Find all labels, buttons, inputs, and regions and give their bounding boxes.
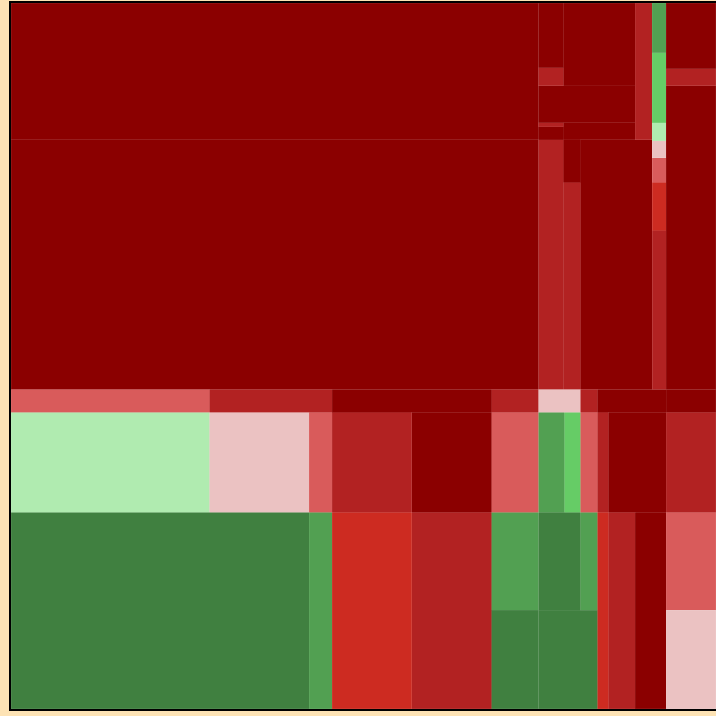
treemap-cell-29 xyxy=(411,412,492,513)
treemap-cell-25 xyxy=(209,412,310,513)
treemap-cell-39 xyxy=(608,412,667,513)
treemap-cell-3 xyxy=(538,85,636,124)
treemap-cell-4 xyxy=(538,122,564,128)
treemap-cell-40 xyxy=(665,389,716,413)
treemap-cell-19 xyxy=(538,139,564,390)
treemap-cell-7 xyxy=(634,3,653,141)
treemap-cell-16 xyxy=(665,68,716,87)
treemap-cell-31 xyxy=(491,412,539,513)
treemap-cell-22 xyxy=(11,389,210,413)
treemap-cell-15 xyxy=(665,3,716,70)
treemap-cell-41 xyxy=(665,412,716,513)
treemap-cell-47 xyxy=(491,609,539,709)
treemap-cell-54 xyxy=(665,511,716,611)
treemap-cell-27 xyxy=(331,412,413,513)
treemap-cell-6 xyxy=(563,122,636,141)
treemap-cell-44 xyxy=(331,511,413,709)
treemap-cell-23 xyxy=(209,389,333,413)
treemap-cell-11 xyxy=(651,140,667,159)
treemap-cell-5 xyxy=(563,3,636,87)
treemap-cell-42 xyxy=(11,511,310,709)
treemap-cell-12 xyxy=(651,157,667,184)
treemap-cell-14 xyxy=(651,230,667,390)
treemap-cell-37 xyxy=(597,412,609,513)
treemap-plot-area xyxy=(9,1,716,711)
treemap-cell-45 xyxy=(411,511,492,709)
treemap-cell-38 xyxy=(597,389,667,413)
treemap-cell-35 xyxy=(580,389,598,413)
treemap-cell-13 xyxy=(651,182,667,231)
treemap-cell-21 xyxy=(580,139,653,390)
treemap-cell-50 xyxy=(580,511,598,611)
treemap-cell-33 xyxy=(538,412,565,513)
treemap-canvas xyxy=(11,3,716,709)
treemap-cell-46 xyxy=(491,511,539,611)
treemap-cell-26 xyxy=(308,412,333,513)
treemap-cell-53 xyxy=(634,511,667,709)
treemap-cell-36 xyxy=(580,412,598,513)
treemap-cell-18 xyxy=(11,139,539,390)
treemap-cell-10 xyxy=(651,122,667,142)
treemap-cell-17 xyxy=(665,85,716,390)
treemap-cell-49 xyxy=(538,609,598,709)
treemap-cell-48 xyxy=(538,511,581,611)
treemap-cell-0 xyxy=(11,3,539,141)
treemap-cell-52 xyxy=(608,511,636,709)
treemap-cell-24 xyxy=(11,412,210,513)
treemap-cell-34 xyxy=(564,412,581,513)
treemap-cell-1 xyxy=(538,3,564,69)
treemap-cell-2 xyxy=(538,67,564,87)
treemap-cell-20 xyxy=(563,182,581,390)
treemap-cell-32 xyxy=(538,389,581,413)
treemap-cell-43 xyxy=(308,511,333,709)
treemap-cell-55 xyxy=(665,609,716,709)
treemap-cell-51 xyxy=(597,511,609,709)
treemap-cell-30 xyxy=(491,389,539,413)
treemap-cell-8 xyxy=(651,3,667,54)
treemap-cell-9 xyxy=(651,52,667,124)
treemap-cell-28 xyxy=(331,389,492,413)
